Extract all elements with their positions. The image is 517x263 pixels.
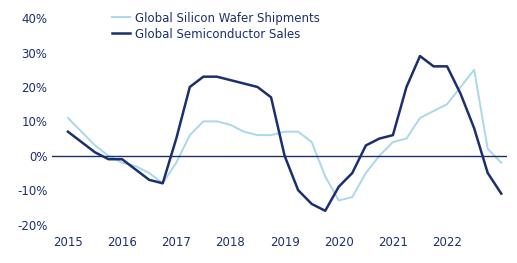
Global Semiconductor Sales [471, 127, 477, 130]
Global Silicon Wafer Shipments [160, 182, 166, 185]
Global Semiconductor Sales [79, 140, 85, 144]
Global Silicon Wafer Shipments [295, 130, 301, 133]
Global Semiconductor Sales [187, 85, 193, 89]
Global Semiconductor Sales [65, 130, 71, 133]
Global Silicon Wafer Shipments [132, 165, 139, 168]
Global Semiconductor Sales [146, 178, 153, 181]
Global Semiconductor Sales [417, 54, 423, 58]
Global Silicon Wafer Shipments [336, 199, 342, 202]
Global Silicon Wafer Shipments [92, 144, 98, 147]
Legend: Global Silicon Wafer Shipments, Global Semiconductor Sales: Global Silicon Wafer Shipments, Global S… [112, 12, 320, 41]
Global Semiconductor Sales [431, 65, 437, 68]
Global Semiconductor Sales [322, 209, 328, 213]
Global Silicon Wafer Shipments [431, 109, 437, 113]
Global Silicon Wafer Shipments [471, 68, 477, 71]
Global Silicon Wafer Shipments [417, 116, 423, 119]
Global Silicon Wafer Shipments [119, 161, 125, 164]
Global Semiconductor Sales [200, 75, 206, 78]
Global Silicon Wafer Shipments [173, 161, 179, 164]
Global Silicon Wafer Shipments [227, 123, 234, 127]
Global Semiconductor Sales [268, 96, 274, 99]
Global Semiconductor Sales [403, 85, 409, 89]
Global Silicon Wafer Shipments [484, 147, 491, 150]
Line: Global Semiconductor Sales: Global Semiconductor Sales [68, 56, 501, 211]
Global Semiconductor Sales [295, 189, 301, 192]
Global Silicon Wafer Shipments [363, 171, 369, 175]
Global Semiconductor Sales [363, 144, 369, 147]
Global Silicon Wafer Shipments [444, 103, 450, 106]
Global Semiconductor Sales [173, 137, 179, 140]
Global Semiconductor Sales [390, 134, 396, 137]
Global Semiconductor Sales [254, 85, 261, 89]
Global Silicon Wafer Shipments [105, 154, 112, 157]
Global Semiconductor Sales [336, 185, 342, 188]
Global Silicon Wafer Shipments [403, 137, 409, 140]
Global Silicon Wafer Shipments [214, 120, 220, 123]
Global Silicon Wafer Shipments [322, 175, 328, 178]
Global Semiconductor Sales [349, 171, 355, 175]
Global Semiconductor Sales [444, 65, 450, 68]
Global Silicon Wafer Shipments [458, 85, 464, 89]
Global Semiconductor Sales [132, 168, 139, 171]
Global Silicon Wafer Shipments [241, 130, 247, 133]
Global Silicon Wafer Shipments [200, 120, 206, 123]
Global Silicon Wafer Shipments [376, 154, 383, 157]
Global Semiconductor Sales [498, 192, 505, 195]
Global Semiconductor Sales [92, 151, 98, 154]
Global Semiconductor Sales [214, 75, 220, 78]
Global Semiconductor Sales [376, 137, 383, 140]
Global Semiconductor Sales [105, 158, 112, 161]
Global Silicon Wafer Shipments [146, 171, 153, 175]
Global Semiconductor Sales [160, 182, 166, 185]
Global Semiconductor Sales [227, 79, 234, 82]
Global Silicon Wafer Shipments [187, 134, 193, 137]
Global Semiconductor Sales [281, 154, 287, 157]
Global Silicon Wafer Shipments [390, 140, 396, 144]
Global Semiconductor Sales [484, 171, 491, 175]
Global Silicon Wafer Shipments [79, 130, 85, 133]
Global Silicon Wafer Shipments [498, 161, 505, 164]
Global Silicon Wafer Shipments [349, 195, 355, 199]
Global Semiconductor Sales [241, 82, 247, 85]
Global Semiconductor Sales [458, 92, 464, 95]
Global Silicon Wafer Shipments [309, 140, 315, 144]
Line: Global Silicon Wafer Shipments: Global Silicon Wafer Shipments [68, 70, 501, 200]
Global Silicon Wafer Shipments [281, 130, 287, 133]
Global Semiconductor Sales [119, 158, 125, 161]
Global Silicon Wafer Shipments [268, 134, 274, 137]
Global Semiconductor Sales [309, 202, 315, 205]
Global Silicon Wafer Shipments [65, 116, 71, 119]
Global Silicon Wafer Shipments [254, 134, 261, 137]
